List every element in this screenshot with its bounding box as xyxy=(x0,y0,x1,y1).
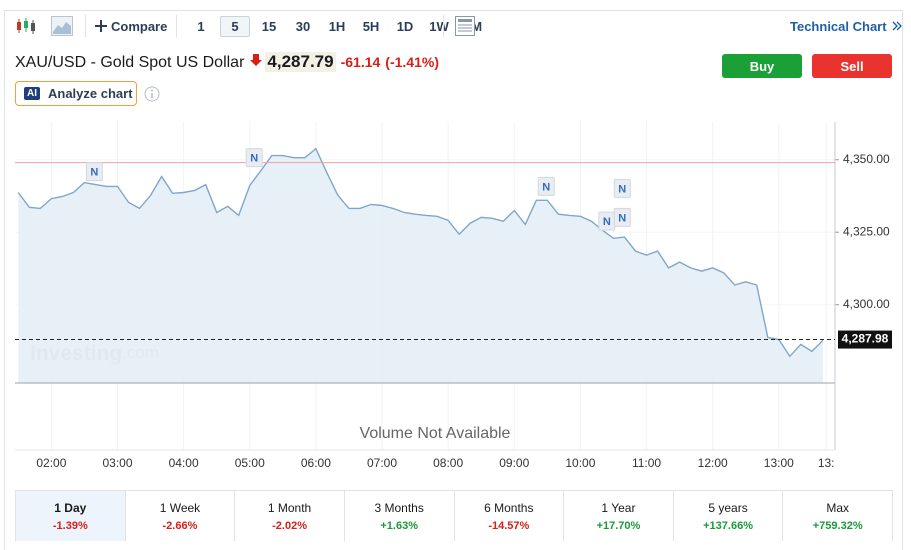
y-tick-label: 4,350.00 xyxy=(843,152,890,166)
period-change: -14.57% xyxy=(488,520,530,532)
period-tab[interactable]: 1 Day -1.39% xyxy=(16,491,125,541)
x-tick-label: 02:00 xyxy=(36,456,66,470)
separator xyxy=(176,15,177,37)
interval-list: 1515301H5H1D1W1M xyxy=(186,14,492,38)
x-tick-label: 06:00 xyxy=(301,456,331,470)
candlestick-icon[interactable] xyxy=(15,16,37,36)
period-tab[interactable]: 6 Months -14.57% xyxy=(453,491,564,541)
x-tick-label: 13: xyxy=(818,456,835,470)
news-marker-label: N xyxy=(90,166,98,178)
period-change: -1.39% xyxy=(52,520,88,532)
interval-button[interactable]: 1H xyxy=(328,18,346,34)
x-tick-label: 05:00 xyxy=(235,456,265,470)
analyze-chart-button[interactable]: AI Analyze chart xyxy=(15,81,137,106)
info-icon[interactable] xyxy=(144,86,160,102)
interval-button[interactable]: 5H xyxy=(362,18,380,34)
period-change: +759.32% xyxy=(812,520,863,532)
separator xyxy=(85,15,86,37)
table-icon[interactable] xyxy=(455,16,475,36)
x-tick-label: 10:00 xyxy=(565,456,595,470)
interval-button[interactable]: 1D xyxy=(396,18,414,34)
period-label: 5 years xyxy=(708,501,748,515)
period-change: +137.66% xyxy=(703,520,753,532)
interval-button[interactable]: 5 xyxy=(220,15,250,37)
last-price-label: 4,287.98 xyxy=(842,332,889,346)
area-chart-icon[interactable] xyxy=(51,16,73,36)
compare-label: Compare xyxy=(111,18,168,34)
y-tick-label: 4,325.00 xyxy=(843,224,890,238)
last-price-box xyxy=(838,330,892,349)
period-tab[interactable]: 1 Year +17.70% xyxy=(563,491,673,541)
x-tick-label: 07:00 xyxy=(367,456,397,470)
y-tick-label: 4,300.00 xyxy=(843,297,890,311)
volume-note: Volume Not Available xyxy=(360,425,511,442)
period-label: Max xyxy=(826,501,850,515)
period-change: +17.70% xyxy=(596,520,641,532)
x-tick-label: 12:00 xyxy=(698,456,728,470)
technical-chart-label: Technical Chart xyxy=(790,18,887,34)
news-marker xyxy=(613,207,631,227)
x-tick-label: 04:00 xyxy=(169,456,199,470)
instrument-name: XAU/USD - Gold Spot US Dollar xyxy=(15,54,245,71)
interval-button[interactable]: 15 xyxy=(261,18,277,34)
interval-button[interactable]: 30 xyxy=(295,18,311,34)
plus-icon xyxy=(95,20,107,32)
ai-badge: AI xyxy=(24,87,40,100)
news-marker-label: N xyxy=(250,153,258,165)
period-tab[interactable]: 5 years +137.66% xyxy=(672,491,783,541)
period-change: -2.02% xyxy=(272,520,307,532)
news-marker xyxy=(85,162,103,182)
x-tick-label: 03:00 xyxy=(102,456,132,470)
period-label: 1 Day xyxy=(54,501,87,515)
down-arrow-icon xyxy=(250,54,263,66)
period-change: +1.63% xyxy=(380,520,418,532)
price-change: -61.14 xyxy=(340,54,381,70)
period-tab[interactable]: 1 Month -2.02% xyxy=(234,491,344,541)
sell-button[interactable]: Sell xyxy=(812,54,892,78)
analyze-label: Analyze chart xyxy=(48,86,133,101)
technical-chart-link[interactable]: Technical Chart xyxy=(790,14,903,38)
period-tabs: 1 Day -1.39% 1 Week -2.66% 1 Month -2.02% 3 Mo… xyxy=(15,490,893,541)
period-label: 1 Month xyxy=(267,501,312,515)
x-tick-label: 11:00 xyxy=(632,456,661,470)
buy-button[interactable]: Buy xyxy=(722,54,802,78)
news-marker xyxy=(537,176,555,196)
period-change: -2.66% xyxy=(162,520,198,532)
interval-button[interactable]: 1 xyxy=(197,18,205,34)
price-change-percent: (-1.41%) xyxy=(385,54,439,70)
price-line xyxy=(17,147,824,358)
period-tab[interactable]: Max +759.32% xyxy=(782,491,892,541)
period-tab[interactable]: 1 Week -2.66% xyxy=(124,491,235,541)
chevron-icon xyxy=(892,21,902,31)
period-label: 3 Months xyxy=(374,501,424,515)
price: 4,287.79 xyxy=(265,52,336,72)
period-tab[interactable]: 3 Months +1.63% xyxy=(343,491,454,541)
instrument-header: XAU/USD - Gold Spot US Dollar 4,287.79 -… xyxy=(15,52,439,72)
news-marker xyxy=(613,178,631,198)
news-marker xyxy=(245,148,263,168)
compare-button[interactable]: Compare xyxy=(94,14,167,38)
news-marker-label: N xyxy=(618,212,626,224)
x-tick-label: 13:00 xyxy=(764,456,794,470)
period-label: 1 Year xyxy=(601,501,636,515)
period-label: 1 Week xyxy=(159,501,201,515)
interval-button[interactable]: 1W xyxy=(429,18,449,34)
separator xyxy=(443,15,444,37)
news-marker-label: N xyxy=(603,216,611,228)
area-fill xyxy=(18,148,823,383)
widget-frame xyxy=(4,10,903,550)
news-marker-label: N xyxy=(542,181,550,193)
period-label: 6 Months xyxy=(484,501,534,515)
x-tick-label: 09:00 xyxy=(499,456,529,470)
x-tick-label: 08:00 xyxy=(433,456,463,470)
news-marker-label: N xyxy=(618,183,626,195)
